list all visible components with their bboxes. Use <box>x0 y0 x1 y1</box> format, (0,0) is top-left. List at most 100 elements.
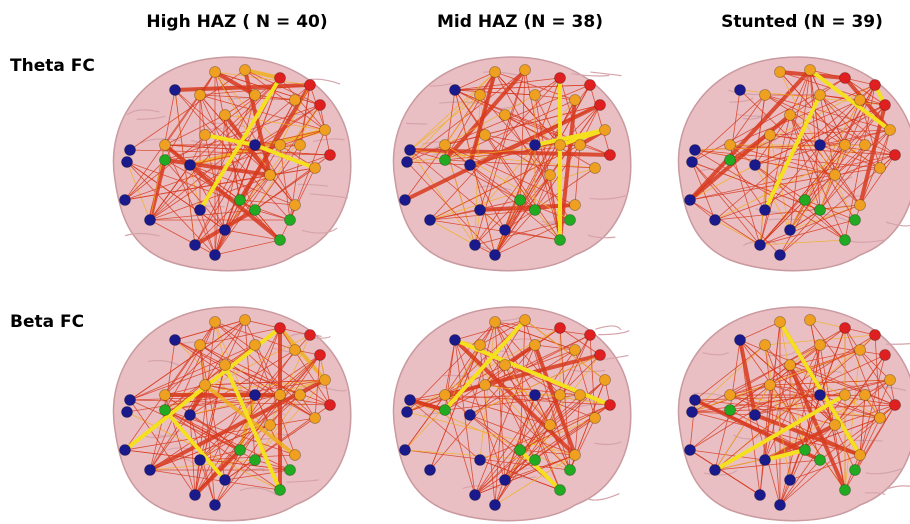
node <box>530 90 541 101</box>
node <box>120 195 131 206</box>
node <box>520 315 531 326</box>
node <box>275 140 286 151</box>
node <box>125 395 136 406</box>
node <box>250 455 261 466</box>
figure: High HAZ ( N = 40) Mid HAZ (N = 38) Stun… <box>0 0 910 524</box>
node <box>220 110 231 121</box>
node <box>315 350 326 361</box>
node <box>470 490 481 501</box>
node <box>830 420 841 431</box>
node <box>725 155 736 166</box>
node <box>250 205 261 216</box>
node <box>285 215 296 226</box>
node <box>145 215 156 226</box>
node <box>122 407 133 418</box>
node <box>290 450 301 461</box>
node <box>275 485 286 496</box>
node <box>725 390 736 401</box>
brain-gyrus <box>598 331 629 335</box>
node <box>400 445 411 456</box>
node <box>875 413 886 424</box>
node <box>490 67 501 78</box>
node <box>320 125 331 136</box>
brain-panel <box>113 307 350 521</box>
node <box>840 485 851 496</box>
node <box>785 475 796 486</box>
node <box>290 345 301 356</box>
node <box>605 400 616 411</box>
node <box>185 160 196 171</box>
node <box>855 200 866 211</box>
node <box>405 395 416 406</box>
node <box>210 67 221 78</box>
node <box>490 317 501 328</box>
node <box>195 90 206 101</box>
node <box>500 475 511 486</box>
node <box>890 150 901 161</box>
node <box>235 445 246 456</box>
node <box>545 420 556 431</box>
node <box>685 195 696 206</box>
node <box>830 170 841 181</box>
node <box>195 455 206 466</box>
node <box>775 250 786 261</box>
node <box>815 90 826 101</box>
node <box>765 380 776 391</box>
node <box>815 205 826 216</box>
node <box>480 380 491 391</box>
node <box>125 145 136 156</box>
node <box>465 410 476 421</box>
brain-panel <box>393 307 630 521</box>
node <box>850 215 861 226</box>
node <box>500 225 511 236</box>
node <box>490 500 501 511</box>
node <box>425 215 436 226</box>
node <box>555 235 566 246</box>
node <box>875 163 886 174</box>
node <box>870 80 881 91</box>
node <box>735 335 746 346</box>
node <box>555 390 566 401</box>
node <box>555 73 566 84</box>
node <box>470 240 481 251</box>
node <box>265 170 276 181</box>
node <box>475 90 486 101</box>
node <box>855 450 866 461</box>
node <box>310 413 321 424</box>
node <box>565 215 576 226</box>
node <box>220 360 231 371</box>
node <box>585 80 596 91</box>
node <box>710 465 721 476</box>
node <box>750 160 761 171</box>
node <box>275 390 286 401</box>
node <box>570 200 581 211</box>
node <box>500 360 511 371</box>
node <box>575 390 586 401</box>
brain-gyrus <box>406 123 427 124</box>
node <box>250 140 261 151</box>
node <box>750 410 761 421</box>
node <box>545 170 556 181</box>
node <box>405 145 416 156</box>
row-label: Beta FC <box>10 312 84 332</box>
node <box>220 475 231 486</box>
node <box>160 140 171 151</box>
node <box>725 405 736 416</box>
node <box>235 195 246 206</box>
node <box>240 65 251 76</box>
node <box>465 160 476 171</box>
node <box>815 340 826 351</box>
node <box>275 73 286 84</box>
node <box>250 340 261 351</box>
node <box>595 100 606 111</box>
node <box>120 445 131 456</box>
node <box>785 360 796 371</box>
node <box>555 140 566 151</box>
brain-panels <box>113 57 910 521</box>
node <box>450 335 461 346</box>
node <box>885 125 896 136</box>
node <box>765 130 776 141</box>
node <box>500 110 511 121</box>
brain-panel <box>113 57 350 271</box>
node <box>122 157 133 168</box>
